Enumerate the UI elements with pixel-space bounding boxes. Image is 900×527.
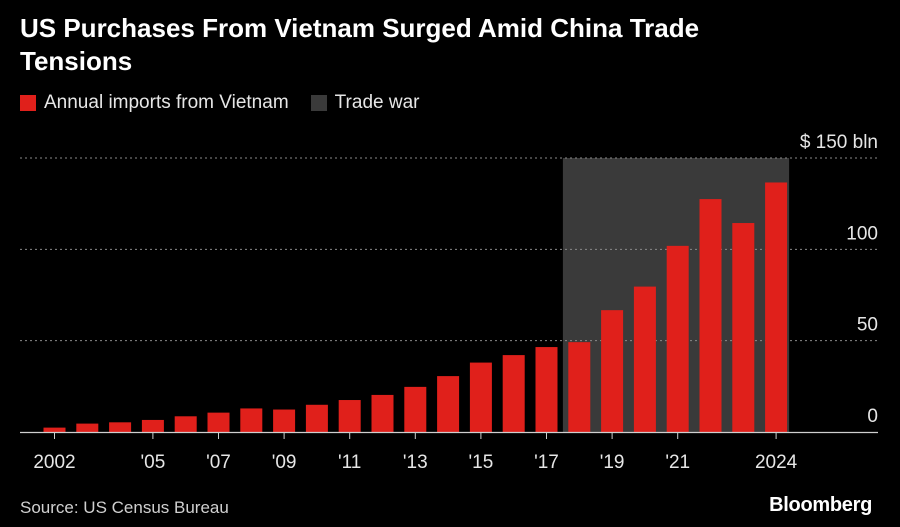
bar-2022: [699, 199, 722, 432]
bar-2013: [404, 386, 427, 432]
bar-2018: [568, 342, 591, 432]
bar-2024: [765, 182, 788, 432]
x-tick-label: '21: [665, 452, 690, 473]
bar-2008: [240, 408, 263, 432]
source-note: Source: US Census Bureau: [20, 498, 229, 517]
bar-2020: [633, 286, 656, 432]
bar-2010: [305, 404, 328, 432]
chart-title: US Purchases From Vietnam Surged Amid Ch…: [20, 13, 700, 76]
x-tick-label: '19: [600, 452, 625, 473]
bar-2011: [338, 400, 361, 432]
x-tick-label: 2024: [755, 452, 798, 473]
bar-2007: [207, 412, 230, 432]
bar-2019: [601, 310, 624, 432]
legend-item-trade-war: Trade war: [310, 92, 420, 114]
x-tick-label: '15: [469, 452, 494, 473]
x-tick-label: '09: [272, 452, 297, 473]
legend-label-trade-war: Trade war: [334, 92, 420, 113]
bar-chart: 0 50 100 $ 150 bln 2002 '05 '07 '09 '11 '13 '15 '1…: [20, 132, 878, 473]
legend-swatch-imports: [20, 95, 36, 111]
y-tick-label: 100: [846, 223, 878, 244]
bar-2016: [502, 355, 525, 432]
y-tick-label: 0: [867, 406, 878, 427]
legend-label-imports: Annual imports from Vietnam: [44, 92, 289, 113]
x-tick-label: '11: [338, 452, 361, 473]
x-tick-label: '17: [534, 452, 559, 473]
x-tick-label: 2002: [33, 452, 75, 473]
bar-2003: [76, 423, 99, 432]
bar-2021: [666, 245, 689, 432]
bar-2005: [141, 419, 164, 432]
bar-2017: [535, 347, 558, 432]
x-tick-label: '05: [141, 452, 166, 473]
x-tick-label: '07: [206, 452, 231, 473]
bar-2006: [174, 416, 197, 432]
bar-2023: [732, 223, 755, 432]
legend-swatch-trade-war: [310, 95, 327, 111]
x-tick-label: '13: [403, 452, 428, 473]
bar-2014: [437, 376, 460, 432]
bar-2004: [109, 422, 132, 432]
y-tick-label: 50: [857, 315, 878, 336]
y-tick-label: $ 150 bln: [800, 132, 878, 153]
legend-item-imports: Annual imports from Vietnam: [20, 92, 289, 114]
bar-2015: [469, 362, 492, 432]
bar-2012: [371, 394, 394, 432]
legend: Annual imports from Vietnam Trade war: [20, 92, 441, 114]
bloomberg-logo: Bloomberg: [769, 494, 872, 516]
bar-2002: [43, 427, 66, 432]
bar-2009: [273, 409, 296, 432]
